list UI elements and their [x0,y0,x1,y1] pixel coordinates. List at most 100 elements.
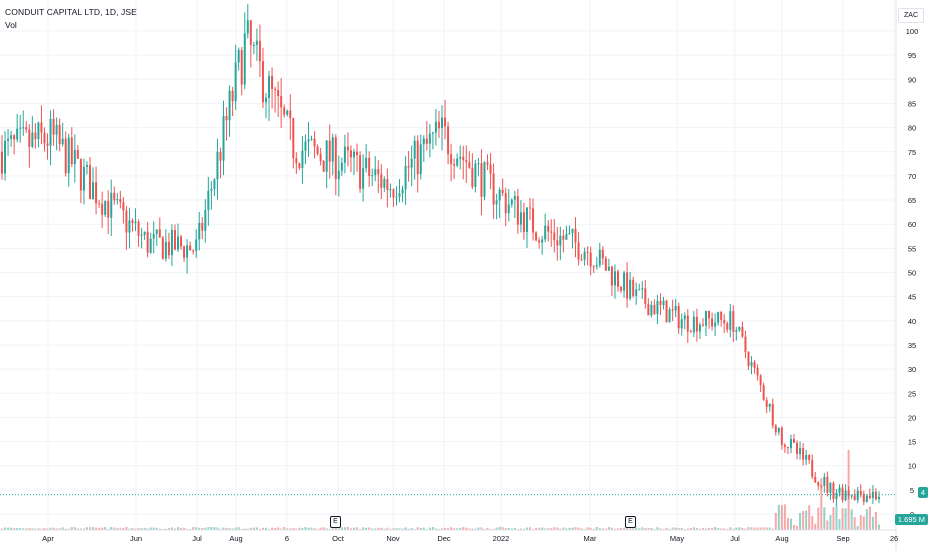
volume-bar [868,506,871,530]
volume-bar [686,528,689,530]
ohlc-body [343,146,346,163]
ohlc-body [786,446,789,449]
ohlc-body [31,132,34,147]
ohlc-body [632,279,635,296]
ohlc-body [28,129,31,147]
volume-bar [146,528,149,530]
volume-bar [705,528,707,530]
ohlc-body [853,495,856,500]
ohlc-body [134,221,137,223]
volume-bar [331,528,334,530]
volume-bar [565,528,568,530]
ohlc-body [407,166,410,168]
volume-bar [671,527,674,530]
price-tick-label: 85 [908,99,916,108]
volume-bar [195,527,198,530]
volume-bar [541,527,544,530]
ohlc-body [559,235,562,246]
ohlc-body [562,235,565,240]
ohlc-body [635,289,638,296]
ohlc-body [131,220,134,223]
price-tick-label: 60 [908,220,916,229]
volume-bar [49,527,52,530]
time-tick-label: Sep [836,534,849,543]
volume-bar [489,528,492,530]
ohlc-body [431,132,434,134]
ohlc-body [195,239,198,251]
ohlc-body [389,189,392,191]
volume-bar [841,508,844,530]
volume-bar [143,527,146,530]
ohlc-body [225,115,228,121]
volume-bar [258,528,261,530]
volume-bar [629,528,632,530]
volume-bar [780,505,783,530]
ohlc-body [304,141,307,151]
volume-bar [183,527,186,530]
volume-bar [874,511,877,530]
price-tick-label: 65 [908,196,916,205]
ohlc-body [768,403,771,407]
ohlc-body [140,234,143,236]
ohlc-body [377,169,380,175]
volume-bar [717,527,720,530]
ohlc-body [799,448,802,455]
currency-button[interactable]: ZAC [898,8,924,23]
ohlc-body [261,61,264,103]
ohlc-body [456,158,459,166]
volume-bar [483,528,486,530]
ohlc-body [610,266,613,286]
time-tick-label: May [670,534,684,543]
price-tick-label: 45 [908,293,916,302]
ohlc-body [498,189,501,201]
volume-bar [277,527,280,530]
time-tick-label: Aug [775,534,788,543]
volume-bar [70,527,73,530]
volume-bar [453,528,456,530]
ohlc-body [46,143,49,146]
volume-bar [180,527,183,530]
ohlc-body [650,304,653,316]
volume-bar [152,527,155,530]
volume-bar [104,527,107,530]
ohlc-body [58,124,61,145]
ohlc-body [271,75,274,89]
ohlc-body [823,476,826,486]
symbol-title[interactable]: CONDUIT CAPITAL LTD, 1D, JSE [5,7,137,17]
volume-bar [353,527,355,530]
volume-bar [635,527,638,530]
volume-bar [134,528,137,530]
volume-bar [286,528,289,530]
volume-bar [692,527,695,530]
ohlc-body [365,157,368,169]
ohlc-body [677,306,680,329]
ohlc-body [714,322,717,327]
volume-bar [850,509,853,530]
volume-bar [419,527,422,530]
ohlc-body [356,151,359,156]
ohlc-body [155,229,158,234]
ohlc-body [808,455,811,460]
volume-bar [201,528,204,530]
last-price-tag: 4 [917,487,928,498]
volume-bar [237,527,240,530]
ohlc-body [237,50,240,63]
volume-bar [149,527,152,530]
volume-bar [647,527,650,530]
ohlc-body [626,272,629,299]
volume-bar [316,528,319,530]
volume-bar [383,528,386,530]
volume-bar [623,527,626,530]
ohlc-body [471,167,474,187]
earnings-marker-2[interactable]: E [625,516,636,528]
volume-bar [395,528,398,530]
ohlc-body [167,241,170,256]
volume-bar [480,527,483,530]
ohlc-body [862,494,865,502]
volume-bar [680,527,683,530]
volume-bar [76,528,79,530]
ohlc-body [434,121,437,133]
earnings-marker-1[interactable]: E [330,516,341,528]
volume-legend[interactable]: Vol [5,20,17,30]
